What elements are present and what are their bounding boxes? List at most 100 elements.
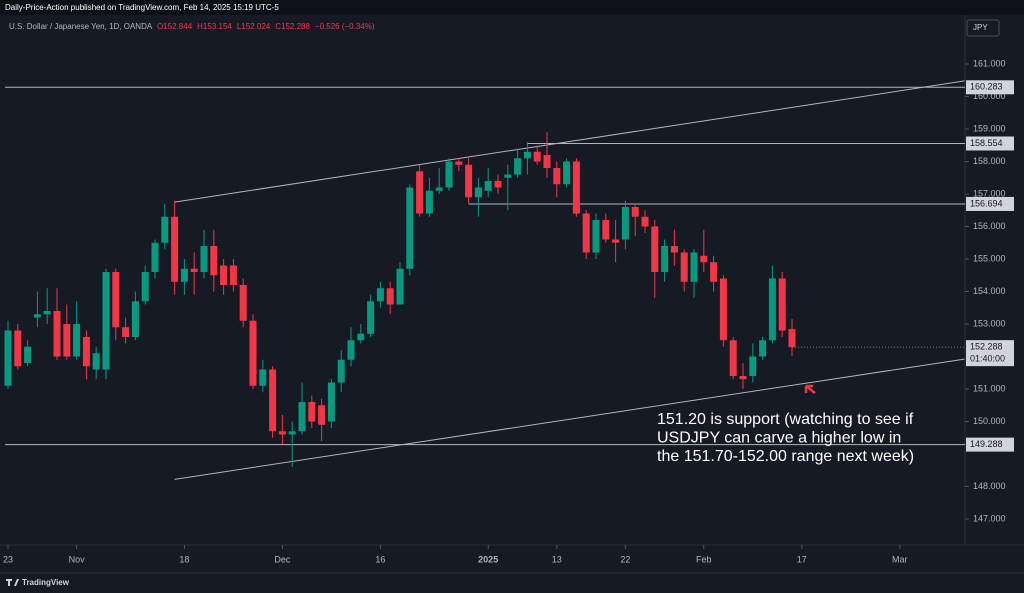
currency-box bbox=[966, 19, 1000, 37]
header-bar bbox=[0, 0, 1024, 15]
candle-body bbox=[465, 164, 473, 198]
candle-body bbox=[710, 262, 718, 282]
candle-body bbox=[249, 320, 257, 386]
x-tick-label: 2025 bbox=[478, 554, 498, 564]
y-tick-label: 154.000 bbox=[973, 286, 1006, 296]
candle-body bbox=[582, 213, 590, 253]
candle-body bbox=[563, 161, 571, 185]
candle-body bbox=[190, 268, 198, 272]
candle-body bbox=[553, 168, 561, 185]
x-tick-label: Feb bbox=[696, 554, 712, 564]
annotation: the 151.70-152.00 range next week) bbox=[657, 448, 914, 465]
candle-body bbox=[543, 155, 551, 168]
x-tick-label: 16 bbox=[375, 554, 385, 564]
ohlc-legend: −0.526 (−0.34%) bbox=[315, 22, 375, 31]
candle-body bbox=[739, 376, 747, 380]
x-tick-label: Nov bbox=[69, 554, 86, 564]
candle-body bbox=[435, 187, 443, 191]
candle-body bbox=[151, 242, 159, 272]
candle-body bbox=[53, 311, 61, 357]
candle-body bbox=[82, 337, 90, 367]
level-label-box bbox=[966, 80, 1014, 95]
level-label: 156.694 bbox=[970, 198, 1003, 208]
level-label-box bbox=[966, 437, 1014, 452]
y-tick-label: 159.000 bbox=[973, 123, 1006, 133]
candle-body bbox=[180, 268, 188, 282]
candle-body bbox=[220, 265, 228, 285]
y-tick-label: 150.000 bbox=[973, 416, 1006, 426]
candle-body bbox=[327, 382, 335, 422]
y-tick-label: 147.000 bbox=[973, 513, 1006, 523]
candle-body bbox=[288, 431, 296, 435]
candle-body bbox=[112, 272, 120, 328]
candle-body bbox=[161, 216, 169, 243]
candle-body bbox=[690, 252, 698, 282]
trendline bbox=[174, 358, 965, 480]
x-tick-label: 17 bbox=[797, 554, 807, 564]
candle-body bbox=[33, 314, 41, 318]
y-tick-label: 151.000 bbox=[973, 383, 1006, 393]
candle-body bbox=[210, 246, 218, 276]
candle-body bbox=[661, 246, 669, 272]
candle-body bbox=[631, 207, 639, 217]
countdown: 01:40:00 bbox=[970, 354, 1005, 364]
level-label-box bbox=[966, 136, 1014, 151]
x-tick-label: 18 bbox=[179, 554, 189, 564]
candle-body bbox=[504, 174, 512, 178]
candle-body bbox=[749, 356, 757, 376]
candle-body bbox=[131, 301, 139, 337]
y-tick-label: 153.000 bbox=[973, 318, 1006, 328]
level-label: 149.288 bbox=[970, 439, 1003, 449]
candle-body bbox=[141, 272, 149, 302]
y-tick-label: 156.000 bbox=[973, 221, 1006, 231]
y-tick-label: 155.000 bbox=[973, 253, 1006, 263]
candle-body bbox=[670, 246, 678, 253]
candle-body bbox=[122, 327, 130, 337]
x-tick-label: 22 bbox=[620, 554, 630, 564]
annotation: USDJPY can carve a higher low in bbox=[657, 430, 901, 447]
candle-body bbox=[572, 161, 580, 214]
candle-body bbox=[269, 369, 277, 432]
candle-body bbox=[229, 265, 237, 285]
candle-body bbox=[533, 151, 541, 162]
candle-body bbox=[729, 340, 737, 376]
candle-body bbox=[308, 402, 316, 422]
candle-body bbox=[318, 405, 326, 425]
last-price-box bbox=[966, 340, 1014, 367]
candle-body bbox=[4, 330, 12, 386]
candle-body bbox=[200, 246, 208, 272]
ohlc-legend: O152.844 bbox=[157, 22, 193, 31]
y-tick-label: 157.000 bbox=[973, 188, 1006, 198]
candle-body bbox=[386, 288, 394, 305]
candle-body bbox=[73, 324, 81, 357]
candle-body bbox=[14, 330, 22, 367]
candle-body bbox=[788, 329, 796, 348]
ohlc-legend: C152.288 bbox=[275, 22, 310, 31]
annotation: 151.20 is support (watching to see if bbox=[657, 411, 914, 428]
candle-body bbox=[239, 285, 247, 321]
candle-body bbox=[24, 346, 32, 363]
x-tick-label: 13 bbox=[552, 554, 562, 564]
brand: TradingView bbox=[22, 578, 70, 587]
candle-body bbox=[680, 252, 688, 282]
candle-body bbox=[602, 220, 610, 240]
y-tick-label: 160.000 bbox=[973, 91, 1006, 101]
symbol-title: U.S. Dollar / Japanese Yen, 1D, OANDA bbox=[9, 22, 153, 31]
candle-body bbox=[367, 301, 375, 334]
y-tick-label: 158.000 bbox=[973, 156, 1006, 166]
last-price-label: 152.288 bbox=[970, 342, 1003, 352]
candle-body bbox=[719, 278, 727, 341]
trendline bbox=[174, 80, 965, 203]
candle-body bbox=[376, 288, 384, 302]
candle-body bbox=[651, 226, 659, 272]
candle-body bbox=[612, 239, 620, 243]
candle-body bbox=[474, 187, 482, 198]
candle-body bbox=[278, 431, 286, 435]
candle-body bbox=[621, 207, 629, 240]
candle-body bbox=[778, 278, 786, 331]
level-label-box bbox=[966, 196, 1014, 211]
logo bbox=[6, 579, 19, 586]
candle-body bbox=[259, 369, 267, 386]
